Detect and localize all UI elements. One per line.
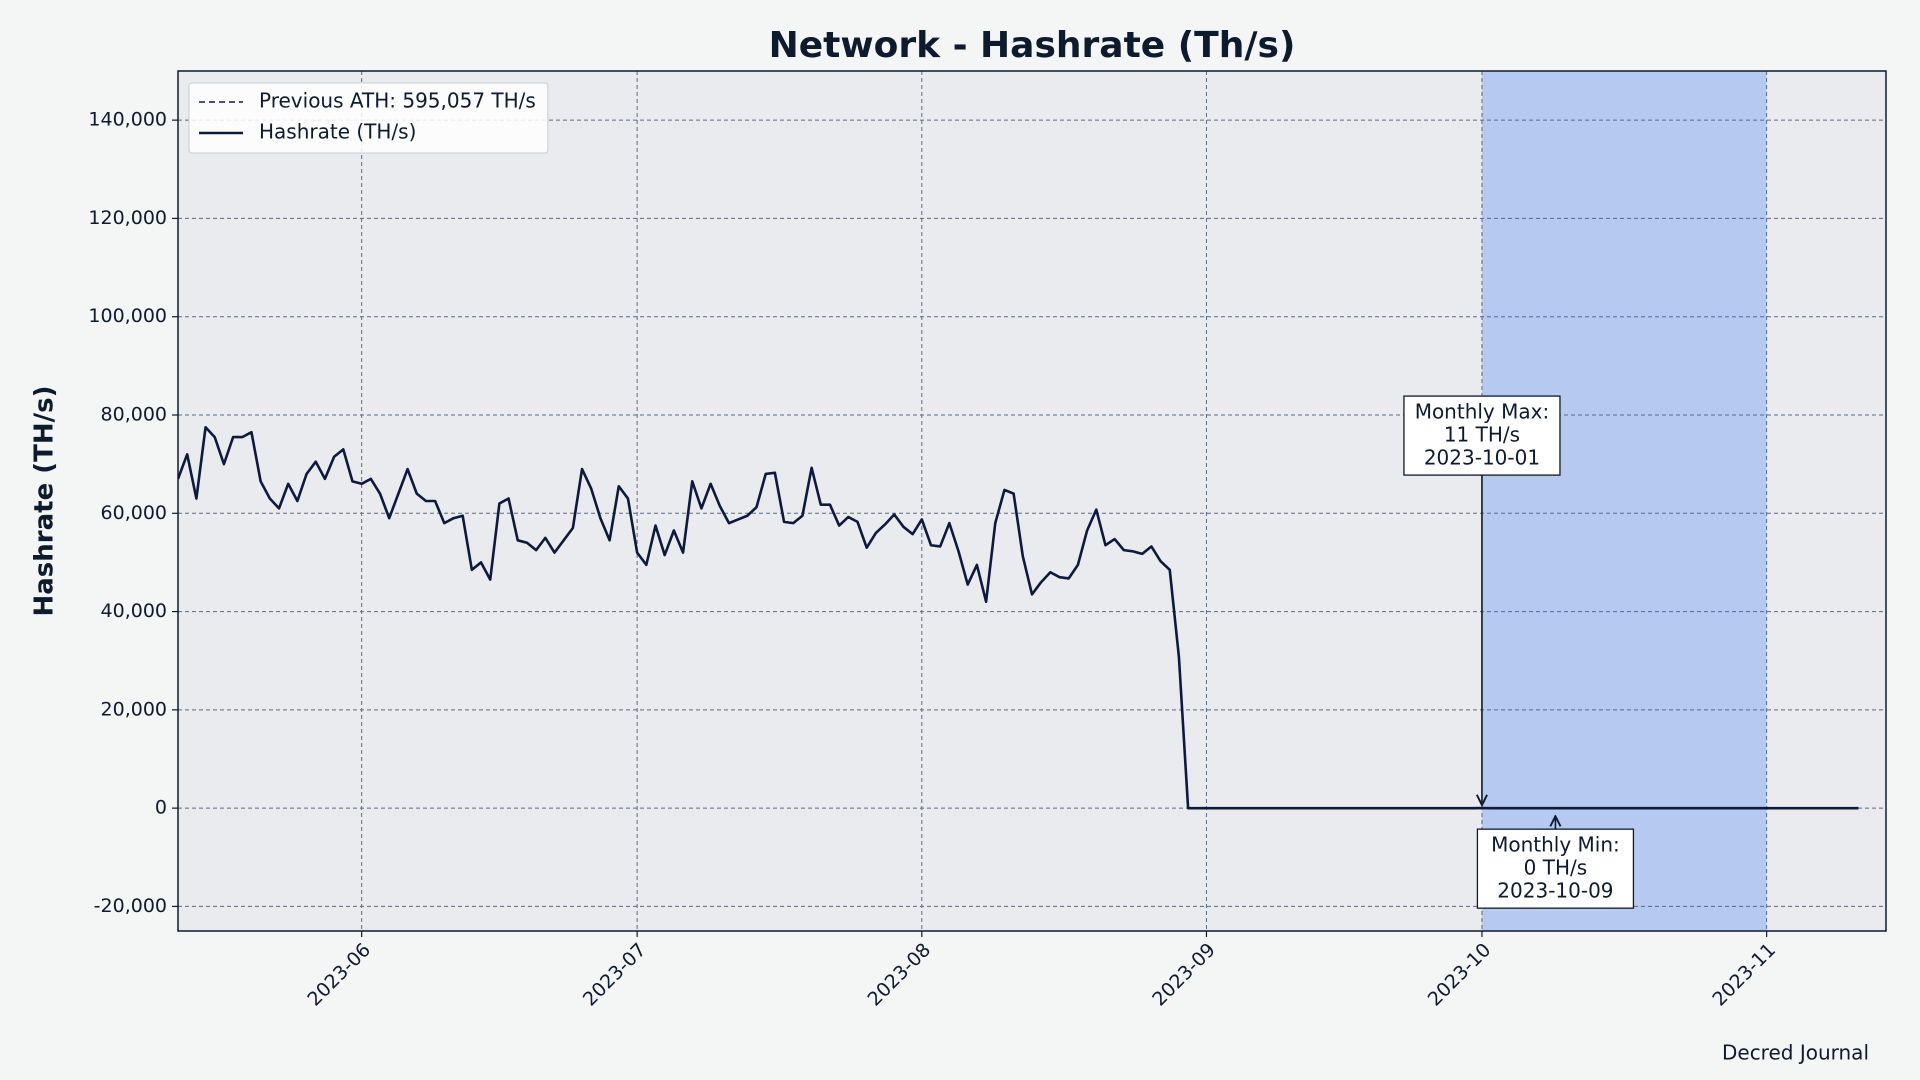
- y-tick-label: 80,000: [101, 404, 167, 426]
- annotation-text: 11 TH/s: [1444, 423, 1520, 447]
- credit: Decred Journal: [1722, 1041, 1869, 1065]
- x-tick-label: 2023-08: [864, 939, 936, 1011]
- y-tick-label: -20,000: [94, 895, 167, 917]
- y-axis-label: Hashrate (TH/s): [30, 385, 60, 616]
- y-tick-label: 0: [155, 797, 167, 819]
- chart-title: Network - Hashrate (Th/s): [769, 25, 1296, 66]
- x-tick-label: 2023-10: [1424, 939, 1496, 1011]
- legend-label: Previous ATH: 595,057 TH/s: [259, 89, 536, 113]
- y-tick-label: 140,000: [88, 109, 167, 131]
- x-tick-label: 2023-11: [1708, 939, 1780, 1011]
- data-line: [178, 425, 1859, 810]
- y-tick-label: 20,000: [101, 698, 167, 720]
- legend-box: [188, 82, 549, 154]
- annotation-text: Monthly Max:: [1415, 400, 1550, 424]
- x-tick-label: 2023-06: [303, 939, 375, 1011]
- x-tick-label: 2023-07: [579, 939, 651, 1011]
- y-tick-label: 120,000: [88, 207, 167, 229]
- shaded-span: [1481, 71, 1767, 931]
- annotation-text: 0 TH/s: [1524, 856, 1588, 880]
- annotation-text: 2023-10-09: [1497, 879, 1613, 903]
- plot-frame: [177, 70, 1887, 932]
- y-tick-label: 40,000: [101, 600, 167, 622]
- y-tick-label: 100,000: [88, 305, 167, 327]
- y-tick-label: 60,000: [101, 502, 167, 524]
- x-tick-label: 2023-09: [1148, 939, 1220, 1011]
- annotation-text: Monthly Min:: [1491, 833, 1620, 857]
- annotation-text: 2023-10-01: [1424, 446, 1540, 470]
- legend-label: Hashrate (TH/s): [259, 120, 416, 144]
